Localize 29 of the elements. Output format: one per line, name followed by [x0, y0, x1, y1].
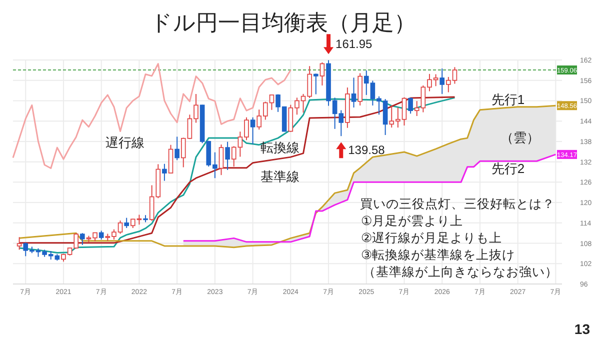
candlestick: [162, 163, 167, 182]
candlestick: [313, 73, 318, 95]
candlestick: [408, 97, 413, 114]
candlestick: [320, 62, 325, 86]
candlestick: [440, 68, 445, 94]
series-label: 遅行線: [106, 135, 144, 150]
text: 13: [574, 321, 590, 337]
series-label: 先行1: [491, 92, 525, 107]
annotation: （雲）: [500, 130, 540, 145]
annotation: 139.58: [348, 143, 386, 158]
annotation: ①月足が雲より上: [361, 214, 464, 228]
chart-title: ドル円一目均衡表（月足）: [150, 10, 416, 35]
annotation: 買いの三役点灯、三役好転とは？: [360, 197, 555, 211]
candlestick: [124, 217, 129, 228]
annotation: （基準線が上向きならなお強い）: [363, 265, 558, 279]
candlestick: [250, 116, 256, 145]
series-label: 基準線: [260, 169, 300, 184]
candlestick: [16, 236, 22, 250]
candlestick: [174, 136, 180, 161]
series-label: 先行2: [491, 161, 525, 176]
candlestick: [225, 141, 230, 170]
annotation: 161.95: [336, 37, 373, 52]
candlestick: [218, 144, 224, 176]
annotation: ②遅行線が月足よりも上: [361, 231, 502, 245]
series-label: 転換線: [260, 140, 300, 155]
annotation: ③転換線が基準線を上抜け: [361, 248, 516, 262]
candlestick: [351, 77, 356, 108]
candlestick: [168, 144, 174, 174]
candlestick: [80, 232, 85, 246]
